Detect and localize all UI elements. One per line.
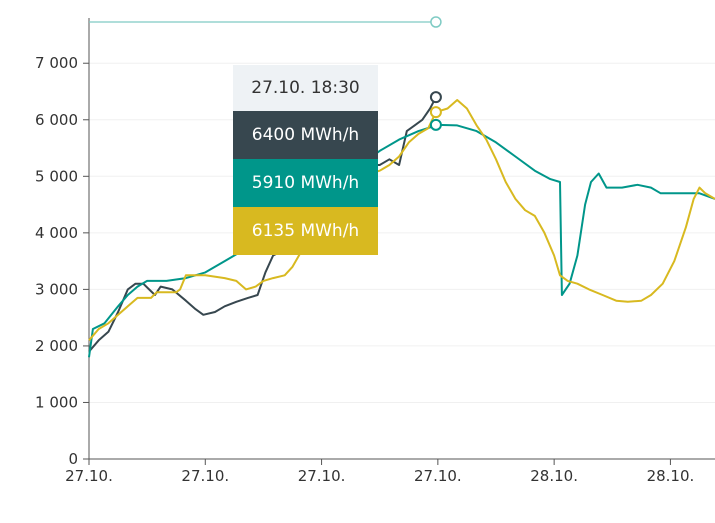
y-tick-label: 6 000 [35,111,78,129]
hover-marker-3 [429,106,442,119]
hover-marker-1 [429,91,442,104]
series-line-2[interactable] [88,123,715,358]
series-line-1[interactable] [88,96,437,353]
axes [88,18,715,460]
navigator-handle[interactable] [430,16,442,28]
y-tick-label: 2 000 [35,337,78,355]
y-tick-label: 7 000 [35,54,78,72]
series-lines[interactable] [88,96,715,358]
x-axis-ticks: 27.10. 27.10. 27.10. 27.10. 28.10. 28.10. [65,459,694,485]
y-tick-label: 0 [68,450,78,468]
x-tick-label: 28.10. [647,467,695,485]
tooltip-value-series-1: 6400 MWh/h [233,111,378,159]
x-tick-label: 27.10. [65,467,113,485]
y-tick-label: 3 000 [35,280,78,298]
hover-marker-2 [429,118,442,131]
y-tick-label: 1 000 [35,393,78,411]
series-line-3[interactable] [88,99,715,341]
y-tick-label: 4 000 [35,224,78,242]
x-tick-label: 28.10. [530,467,578,485]
x-tick-label: 27.10. [414,467,462,485]
x-tick-label: 27.10. [181,467,229,485]
tooltip-time: 27.10. 18:30 [233,65,378,111]
y-tick-label: 5 000 [35,167,78,185]
x-tick-label: 27.10. [298,467,346,485]
tooltip: 27.10. 18:30 6400 MWh/h 5910 MWh/h 6135 … [233,65,378,255]
tooltip-value-series-3: 6135 MWh/h [233,207,378,255]
y-axis-ticks: 0 1 000 2 000 3 000 4 000 5 000 6 000 7 000 [35,54,89,468]
grid-lines [89,62,715,403]
range-navigator[interactable] [89,16,442,28]
hover-markers [429,91,442,131]
tooltip-value-series-2: 5910 MWh/h [233,159,378,207]
